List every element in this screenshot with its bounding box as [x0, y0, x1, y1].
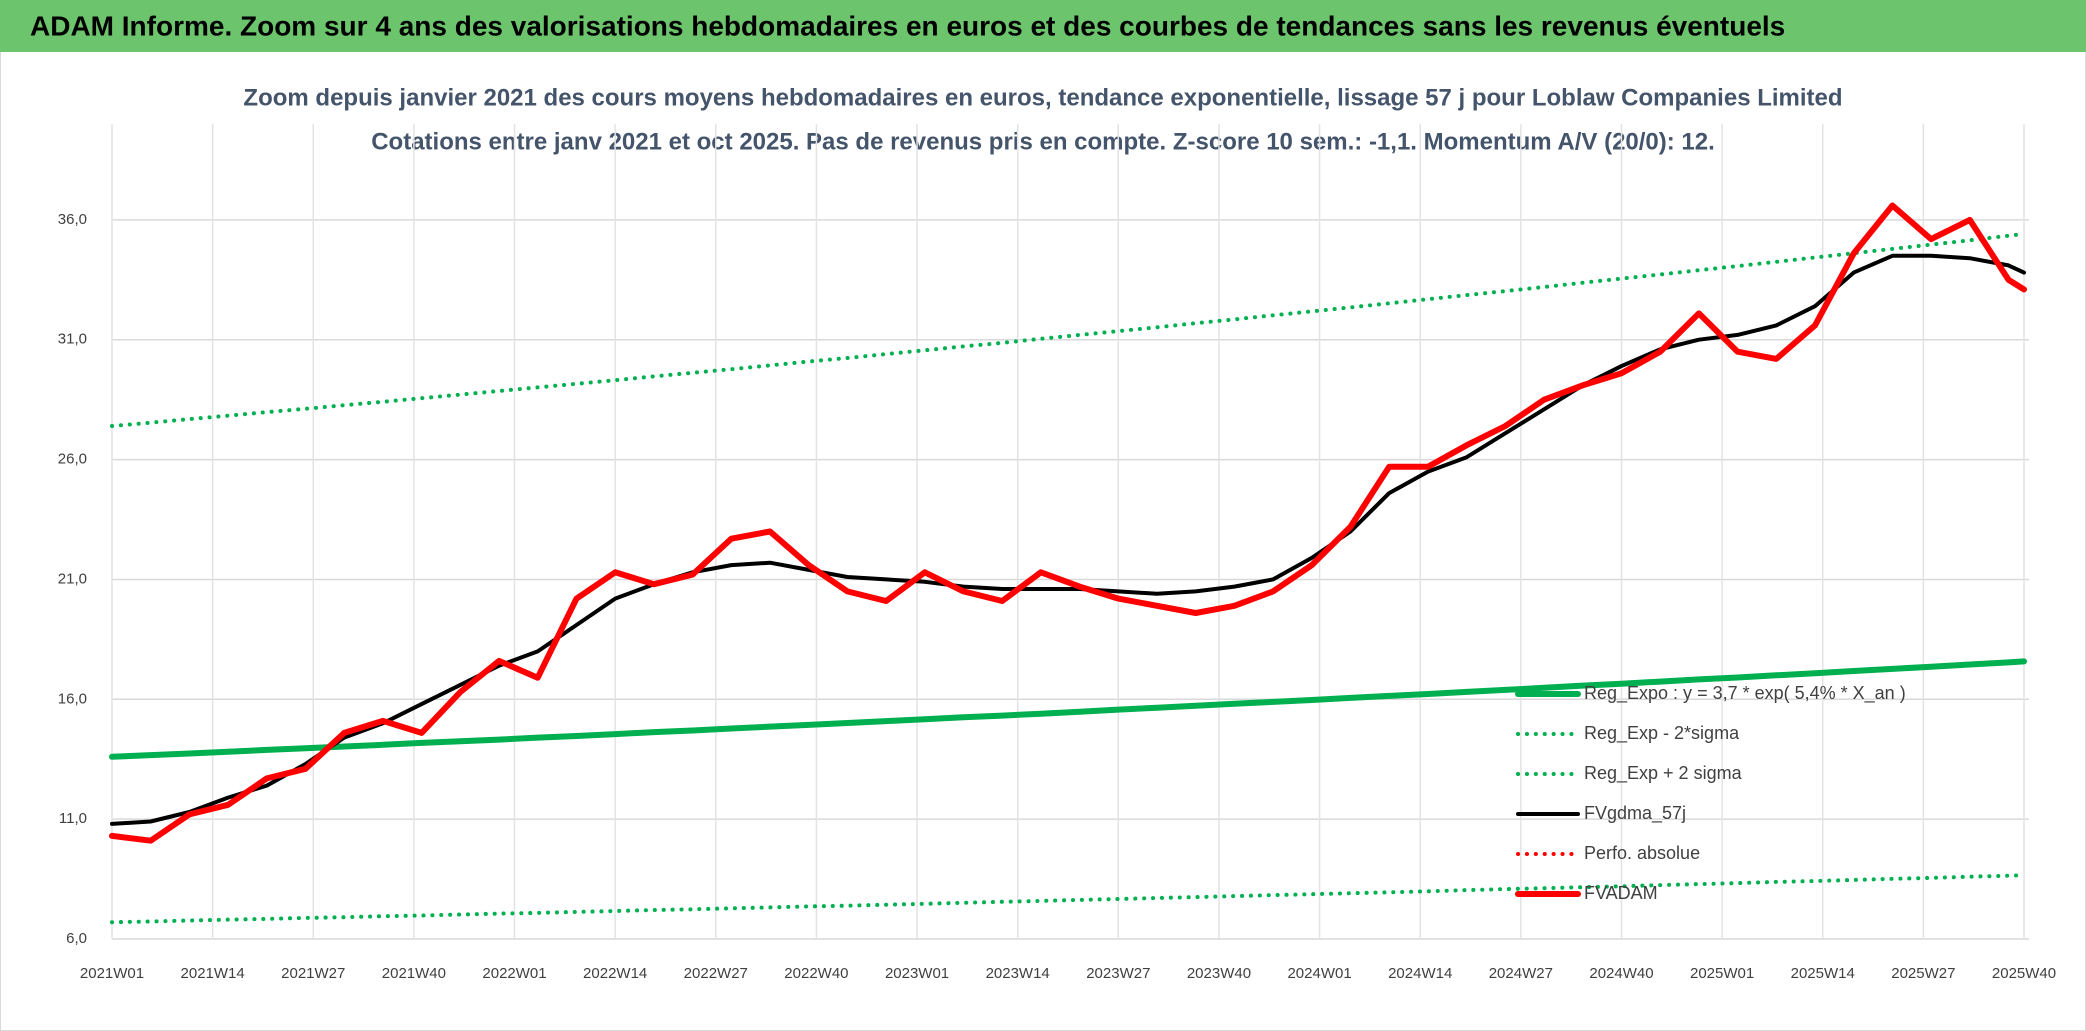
legend-label: Reg_Expo : y = 3,7 * exp( 5,4% * X_an ): [1584, 683, 1906, 704]
x-tick-label: 2023W14: [986, 965, 1050, 982]
x-tick-label: 2025W40: [1992, 965, 2056, 982]
y-tick-label: 21,0: [58, 570, 87, 587]
header-title: ADAM Informe. Zoom sur 4 ans des valoris…: [30, 10, 1785, 41]
series-line: [109, 658, 2027, 760]
x-tick-label: 2024W01: [1287, 965, 1351, 982]
x-tick-label: 2021W40: [382, 965, 446, 982]
x-tick-label: 2022W27: [684, 965, 748, 982]
y-tick-label: 6,0: [66, 930, 87, 947]
y-tick-label: 11,0: [59, 810, 87, 827]
x-tick-label: 2025W01: [1690, 965, 1754, 982]
x-tick-label: 2023W27: [1086, 965, 1150, 982]
x-tick-label: 2023W01: [885, 965, 949, 982]
x-tick-label: 2024W27: [1489, 965, 1553, 982]
x-tick-label: 2023W40: [1187, 965, 1251, 982]
x-tick-label: 2021W27: [281, 965, 345, 982]
x-tick-label: 2025W27: [1891, 965, 1955, 982]
x-tick-label: 2022W40: [784, 965, 848, 982]
y-tick-label: 26,0: [58, 451, 87, 468]
x-tick-label: 2024W14: [1388, 965, 1452, 982]
series-line: [109, 202, 2027, 844]
x-tick-label: 2024W40: [1589, 965, 1653, 982]
x-tick-label: 2022W14: [583, 965, 647, 982]
y-tick-label: 36,0: [58, 211, 87, 228]
legend-label: FVgdma_57j: [1584, 803, 1686, 824]
header-bar: [0, 0, 2086, 52]
series-line: [110, 232, 2026, 428]
chart-subtitle: Cotations entre janv 2021 et oct 2025. P…: [371, 128, 1715, 155]
legend-label: Reg_Exp - 2*sigma: [1584, 723, 1740, 744]
x-tick-label: 2022W01: [482, 965, 546, 982]
chart-title: Zoom depuis janvier 2021 des cours moyen…: [243, 84, 1842, 111]
x-tick-label: 2025W14: [1791, 965, 1855, 982]
x-tick-label: 2021W14: [181, 965, 245, 982]
x-tick-label: 2021W01: [80, 965, 144, 982]
legend-label: FVADAM: [1584, 883, 1658, 903]
legend-label: Perfo. absolue: [1584, 843, 1700, 863]
y-tick-label: 31,0: [58, 331, 87, 348]
y-tick-label: 16,0: [58, 690, 87, 707]
legend-label: Reg_Exp + 2 sigma: [1584, 763, 1743, 784]
